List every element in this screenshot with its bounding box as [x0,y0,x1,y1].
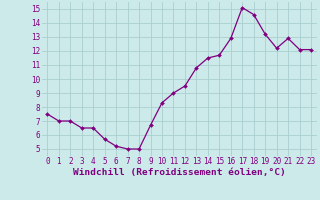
X-axis label: Windchill (Refroidissement éolien,°C): Windchill (Refroidissement éolien,°C) [73,168,285,177]
